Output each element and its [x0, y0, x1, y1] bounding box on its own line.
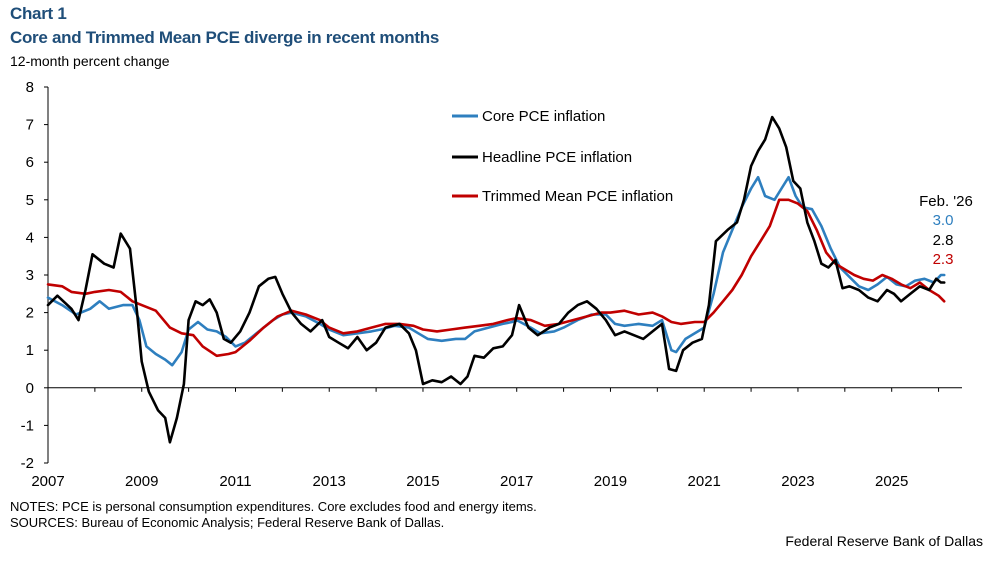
x-tick-label: 2023 — [781, 473, 814, 490]
y-tick-label: 3 — [26, 267, 34, 284]
series-lines — [46, 115, 946, 444]
end-label-headline: 2.8 — [933, 232, 954, 249]
x-tick-label: 2025 — [875, 473, 908, 490]
y-tick-label: 7 — [26, 117, 34, 134]
y-tick-label: 0 — [26, 380, 34, 397]
credit-line: Federal Reserve Bank of Dallas — [785, 533, 983, 549]
legend-label-core: Core PCE inflation — [482, 108, 605, 125]
y-tick-label: 6 — [26, 154, 34, 171]
legend-label-trimmed: Trimmed Mean PCE inflation — [482, 188, 673, 205]
legend-label-headline: Headline PCE inflation — [482, 149, 632, 166]
y-axis-units: 12-month percent change — [10, 53, 170, 69]
chart-title: Core and Trimmed Mean PCE diverge in rec… — [10, 28, 439, 47]
legend: Core PCE inflation Headline PCE inflatio… — [452, 108, 673, 205]
y-tick-label: -2 — [21, 455, 34, 472]
series-line-core — [46, 175, 946, 367]
sources-text: SOURCES: Bureau of Economic Analysis; Fe… — [10, 515, 445, 530]
end-values-annotation: Feb. '26 3.0 2.8 2.3 — [919, 193, 973, 268]
series-line-headline — [46, 115, 946, 444]
end-label-trimmed: 2.3 — [933, 251, 954, 268]
x-tick-label: 2021 — [688, 473, 721, 490]
y-tick-label: 4 — [26, 229, 34, 246]
series-line-trimmed — [46, 198, 946, 358]
y-tick-label: 2 — [26, 305, 34, 322]
x-tick-label: 2017 — [500, 473, 533, 490]
end-label-date: Feb. '26 — [919, 193, 973, 210]
chart-label: Chart 1 — [10, 4, 67, 23]
y-tick-label: 8 — [26, 79, 34, 96]
x-tick-label: 2019 — [594, 473, 627, 490]
x-tick-label: 2009 — [125, 473, 158, 490]
x-tick-label: 2013 — [313, 473, 346, 490]
y-tick-label: 5 — [26, 192, 34, 209]
chart-notes: NOTES: PCE is personal consumption expen… — [10, 499, 537, 531]
x-tick-label: 2011 — [219, 473, 251, 490]
end-label-core: 3.0 — [933, 212, 954, 229]
y-tick-label: -1 — [21, 417, 34, 434]
notes-text: NOTES: PCE is personal consumption expen… — [10, 499, 537, 514]
y-tick-label: 1 — [26, 342, 34, 359]
x-tick-label: 2007 — [31, 473, 64, 490]
x-tick-label: 2015 — [406, 473, 439, 490]
